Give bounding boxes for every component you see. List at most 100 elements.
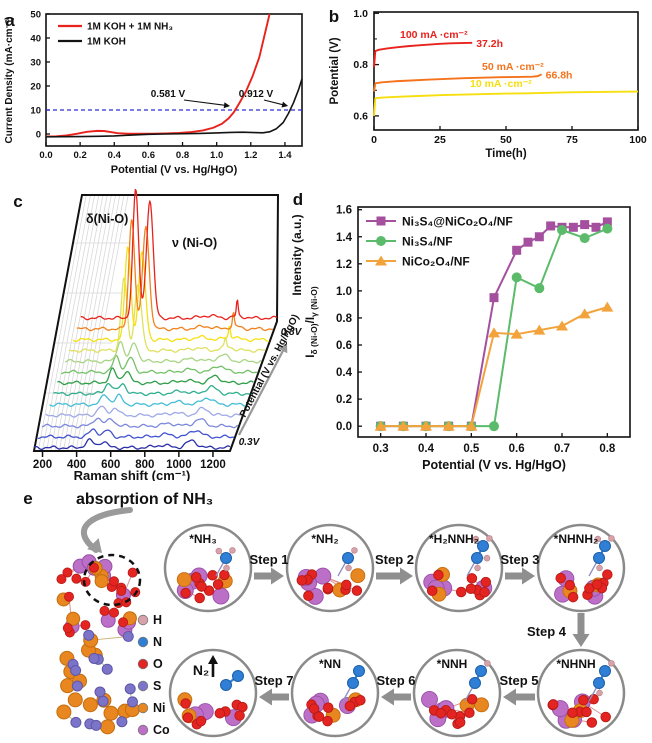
marker-square bbox=[591, 222, 601, 232]
x-tick-label: 0.8 bbox=[176, 150, 189, 161]
marker-square bbox=[523, 237, 533, 247]
axes-frame bbox=[357, 206, 631, 438]
raman-curve-12 bbox=[80, 188, 278, 321]
legend-atom-label: H bbox=[153, 613, 162, 627]
legend-atom-n bbox=[137, 636, 149, 648]
marker-triangle bbox=[533, 324, 546, 335]
axes-frame bbox=[45, 13, 303, 147]
legend-atom-label: S bbox=[153, 679, 161, 693]
marker-square bbox=[602, 217, 612, 227]
y-tick-label: 1.0 bbox=[353, 8, 368, 20]
panel-label-a: a bbox=[5, 11, 15, 30]
series-label: 100 mA ·cm⁻² bbox=[400, 29, 468, 41]
marker-triangle bbox=[578, 308, 591, 319]
y-tick-label: 0.6 bbox=[353, 110, 368, 122]
panel-label-b: b bbox=[329, 7, 339, 26]
x-tick-label: 75 bbox=[566, 134, 578, 146]
legend-label: Ni₃S₄/NF bbox=[402, 235, 453, 249]
raman-curve-1 bbox=[37, 428, 234, 440]
y-tick-label: 40 bbox=[30, 34, 41, 45]
step-label: Step 4 bbox=[527, 624, 567, 639]
absorption-arrow bbox=[80, 507, 133, 553]
marker-square bbox=[546, 221, 556, 231]
raman-curve-7 bbox=[61, 354, 258, 375]
annotation-arrow bbox=[183, 99, 226, 106]
series-100-mA-·cm⁻² bbox=[373, 41, 473, 68]
legend-atom-label: O bbox=[153, 657, 163, 671]
x-tick-label: 0.2 bbox=[74, 150, 87, 161]
marker-circle bbox=[579, 233, 590, 244]
annotation-0912: 0.912 V bbox=[239, 89, 274, 100]
legend-atom-label: N bbox=[153, 635, 162, 649]
annotation-0581: 0.581 V bbox=[151, 89, 186, 100]
arrow-head bbox=[278, 343, 288, 354]
x-tick-label: 400 bbox=[67, 459, 86, 471]
marker-triangle bbox=[465, 420, 478, 431]
legend-atom-label: Co bbox=[153, 723, 170, 737]
y-tick-label: 10 bbox=[30, 106, 41, 117]
y-axis-label: Current Density (mA·cm⁻²) bbox=[4, 17, 15, 144]
panel-label-d: d bbox=[293, 190, 303, 209]
marker-triangle bbox=[420, 420, 432, 431]
x-axis-label: Potential (V vs. Hg/HgO) bbox=[111, 164, 238, 176]
y-tick-label: 0 bbox=[36, 130, 41, 141]
marker-square bbox=[534, 232, 544, 242]
z-start-label: 0.3V bbox=[239, 437, 261, 448]
marker-circle bbox=[534, 283, 545, 294]
x-axis-label: Potential (V vs. Hg/HgO) bbox=[422, 458, 566, 472]
x-tick-label: 200 bbox=[33, 459, 52, 471]
y-axis-label: Intensity (a.u.) bbox=[290, 214, 304, 295]
x-tick-label: 0.0 bbox=[39, 150, 52, 161]
series-end-label: 66.8h bbox=[546, 69, 573, 81]
active-site-dashed-circle bbox=[82, 553, 142, 607]
x-tick-label: 1.2 bbox=[244, 150, 257, 161]
arrow-head bbox=[271, 567, 284, 585]
x-tick-label: 0 bbox=[371, 134, 377, 146]
peak-label-nu: ν (Ni-O) bbox=[172, 236, 217, 250]
arrow-head bbox=[259, 688, 272, 706]
y-tick-label: 1.6 bbox=[336, 205, 352, 217]
left-wall-grid bbox=[37, 195, 131, 451]
y-tick-label: 1.0 bbox=[336, 286, 352, 298]
legend-atom-s bbox=[137, 680, 149, 692]
x-tick-label: 0.4 bbox=[418, 443, 435, 455]
marker-triangle bbox=[556, 320, 568, 331]
legend-atom-ni bbox=[137, 702, 149, 714]
state-label: *H₂NNH₂ bbox=[429, 532, 479, 546]
x-tick-label: 1.0 bbox=[210, 150, 223, 161]
state-circle-NNH: *NNH bbox=[412, 648, 502, 738]
legend-label: NiCo₂O₄/NF bbox=[402, 255, 470, 269]
absorption-title: absorption of NH₃ bbox=[76, 491, 213, 508]
marker-square bbox=[580, 220, 590, 230]
y-tick-label: 0.0 bbox=[336, 421, 352, 433]
x-tick-label: 0.7 bbox=[554, 443, 570, 455]
raman-curve-3 bbox=[45, 405, 242, 418]
marker-circle bbox=[511, 272, 522, 283]
series-end-label: 37.2h bbox=[476, 38, 503, 50]
step-label: Step 5 bbox=[499, 673, 538, 688]
legend-label: 1M KOH bbox=[87, 37, 126, 48]
y-tick-label: 0.6 bbox=[336, 340, 352, 352]
annotation-arrow bbox=[263, 99, 284, 106]
raman-curve-5 bbox=[53, 382, 250, 397]
x-tick-label: 0.5 bbox=[463, 443, 480, 455]
marker-circle bbox=[557, 225, 567, 235]
state-label: *NH₂ bbox=[311, 532, 338, 546]
marker-square bbox=[376, 216, 386, 226]
y-tick-label: 50 bbox=[30, 10, 41, 21]
series-10-mA-·cm⁻² bbox=[373, 90, 639, 116]
arrow-head bbox=[223, 102, 231, 109]
y-tick-label: 1.2 bbox=[336, 259, 352, 271]
x-axis-label: Time(h) bbox=[485, 148, 526, 160]
peak-label-delta: δ(Ni-O) bbox=[86, 212, 128, 226]
x-tick-label: 0.6 bbox=[142, 150, 155, 161]
arrow-head bbox=[572, 634, 590, 647]
x-tick-label: 0.6 bbox=[509, 443, 525, 455]
raman-curve-8 bbox=[65, 340, 262, 364]
raman-curve-10 bbox=[72, 246, 270, 343]
state-circle-HNNH: *H₂NNH₂ bbox=[414, 523, 504, 613]
step-label: Step 2 bbox=[375, 552, 414, 567]
y-tick-label: 0.4 bbox=[336, 367, 353, 379]
series-label: 10 mA ·cm⁻² bbox=[470, 78, 532, 90]
x-tick-label: 600 bbox=[101, 459, 120, 471]
